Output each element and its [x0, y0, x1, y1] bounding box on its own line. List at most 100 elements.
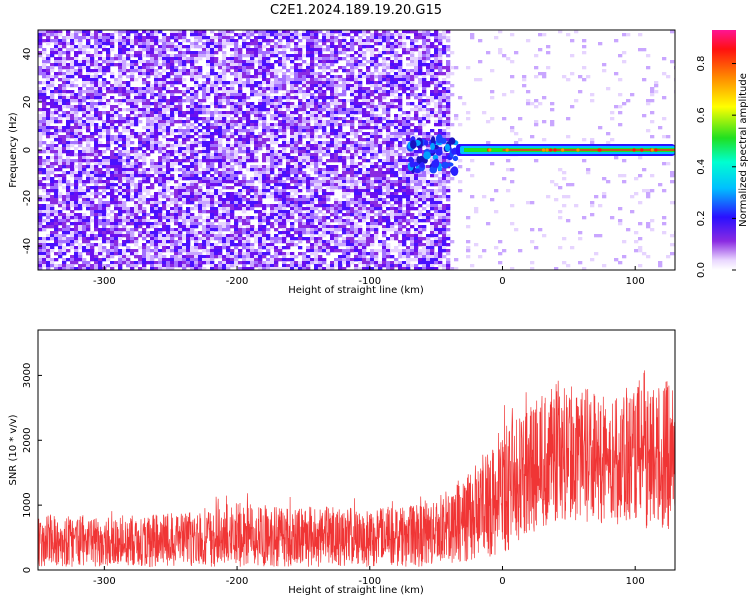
spectrogram-cell: [298, 207, 303, 211]
spectrogram-cell: [198, 102, 203, 106]
spectrogram-cell: [190, 159, 195, 163]
spectrogram-cell: [230, 198, 235, 202]
spectrogram-cell: [166, 129, 171, 133]
spectrogram-cell: [118, 57, 123, 61]
spectrogram-cell: [214, 225, 219, 229]
spectrogram-cell: [270, 90, 275, 94]
spectrogram-cell: [66, 237, 71, 241]
spectrogram-cell: [274, 123, 279, 127]
spectrogram-cell: [314, 96, 319, 100]
spectrogram-cell: [226, 141, 231, 145]
spectrogram-cell: [266, 234, 271, 238]
spectrogram-cell: [42, 102, 47, 106]
spectrogram-cell: [306, 141, 311, 145]
spectrogram-cell: [302, 258, 307, 262]
spectrogram-cell: [150, 90, 155, 94]
spectrogram-cell: [178, 63, 183, 67]
spectrogram-cell: [242, 264, 247, 268]
spectrogram-cell: [258, 60, 263, 64]
spectrogram-cell: [258, 192, 263, 196]
spectrogram-cell: [254, 201, 259, 205]
spectrogram-cell: [58, 243, 63, 247]
spectrogram-cell: [138, 165, 143, 169]
spectrogram-cell: [110, 186, 115, 190]
spectrogram-cell: [246, 207, 251, 211]
spectrogram-cell: [74, 234, 79, 238]
spectrogram-cell: [130, 147, 135, 151]
spectrogram-cell: [218, 246, 223, 250]
spectrogram-cell: [166, 237, 171, 241]
spectrogram-cell: [338, 66, 343, 70]
spectrogram-cell: [74, 255, 79, 259]
spectrogram-cell: [294, 156, 299, 160]
spectrogram-cell: [346, 204, 351, 208]
spectrogram-cell: [154, 171, 159, 175]
spectrogram-cell: [190, 141, 195, 145]
spectrogram-cell: [186, 237, 191, 241]
spectrogram-cell: [326, 57, 331, 61]
spectrogram-cell: [342, 51, 347, 55]
spectrogram-cell: [78, 201, 83, 205]
spectrogram-cell: [210, 156, 215, 160]
spectrogram-cell: [174, 78, 179, 82]
spectrogram-cell: [202, 135, 207, 139]
spectrogram-cell: [86, 63, 91, 67]
spectrogram-cell: [54, 150, 59, 154]
spectrogram-cell: [90, 249, 95, 253]
spectrogram-cell: [166, 219, 171, 223]
spectrogram-cell: [330, 117, 335, 121]
spectrogram-cell: [74, 225, 79, 229]
spectrogram-cell: [58, 78, 63, 82]
spectrogram-cell: [262, 87, 267, 91]
spectrogram-cell: [158, 75, 163, 79]
spectrogram-cell: [66, 126, 71, 130]
spectrogram-cell: [334, 234, 339, 238]
spectrogram-cell: [70, 108, 75, 112]
spectrogram-cell: [102, 159, 107, 163]
spectrogram-cell: [330, 87, 335, 91]
spectrogram-cell: [82, 213, 87, 217]
spectrogram-cell: [170, 231, 175, 235]
spectrogram-cell: [206, 189, 211, 193]
spectrogram-cell: [234, 156, 239, 160]
spectrogram-cell: [118, 162, 123, 166]
spectrogram-cell: [226, 42, 231, 46]
spectrogram-cell: [342, 258, 347, 262]
spectrogram-cell: [322, 93, 327, 97]
spectrogram-cell: [306, 36, 311, 40]
spectrogram-cell: [130, 249, 135, 253]
spectrogram-cell: [202, 45, 207, 49]
spectrogram-cell: [170, 186, 175, 190]
spectrogram-cell: [178, 135, 183, 139]
spectrogram-cell: [338, 159, 343, 163]
spectrogram-cell: [354, 246, 359, 250]
spectrogram-cell: [326, 123, 331, 127]
spectrogram-cell: [218, 30, 223, 34]
spectrogram-cell: [306, 201, 311, 205]
spectrogram-cell: [238, 99, 243, 103]
spectrogram-cell: [210, 84, 215, 88]
spectrogram-cell: [54, 30, 59, 34]
spectrogram-cell: [226, 156, 231, 160]
spectrogram-cell: [186, 48, 191, 52]
spectrogram-cell: [162, 222, 167, 226]
spectrogram-cell: [238, 141, 243, 145]
spectrogram-cell: [322, 105, 327, 109]
spectrogram-cell: [334, 159, 339, 163]
spectrogram-cell: [78, 48, 83, 52]
spectrogram-cell: [290, 171, 295, 175]
spectrogram-cell: [142, 39, 147, 43]
spectrogram-cell: [162, 213, 167, 217]
spectrogram-cell: [150, 186, 155, 190]
spectrogram-cell: [90, 192, 95, 196]
spectrogram-cell: [350, 171, 355, 175]
spectrogram-cell: [342, 78, 347, 82]
spectrogram-cell: [146, 231, 151, 235]
spectrogram-cell: [90, 237, 95, 241]
spectrogram-cell: [166, 174, 171, 178]
spectrogram-cell: [78, 159, 83, 163]
spectrogram-cell: [334, 60, 339, 64]
spectrogram-cell: [66, 201, 71, 205]
spectrogram-cell: [266, 39, 271, 43]
spectrogram-cell: [182, 165, 187, 169]
